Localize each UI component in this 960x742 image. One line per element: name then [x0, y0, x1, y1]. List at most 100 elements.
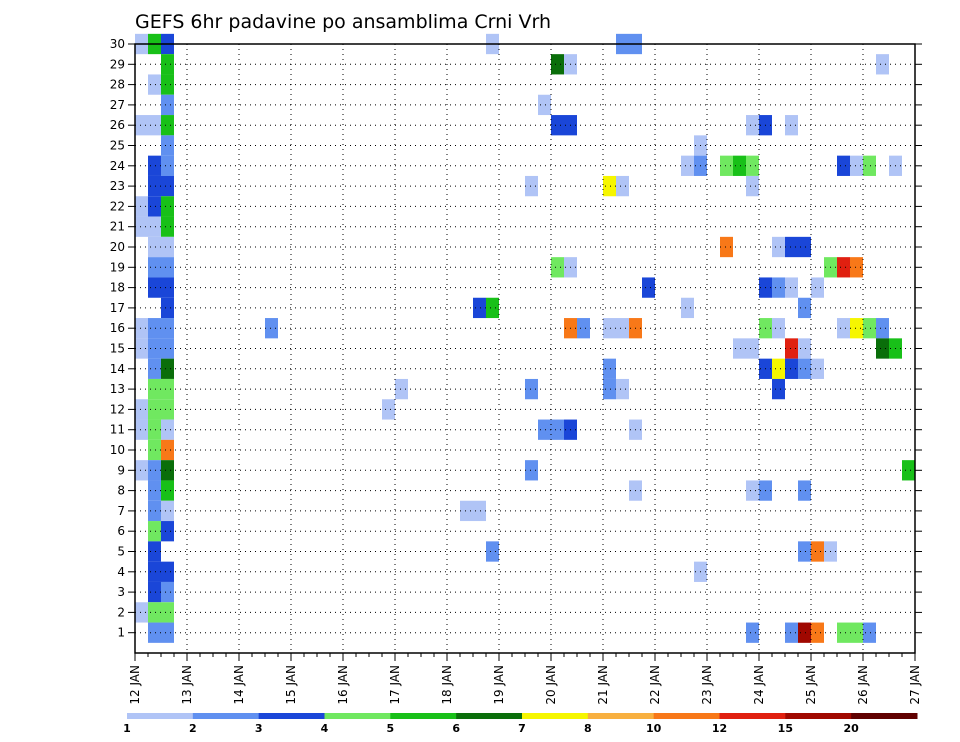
heatmap-cell: [148, 175, 161, 197]
heatmap-cell: [161, 74, 174, 95]
x-tick-label: 13 JAN: [180, 665, 194, 705]
y-tick-label: 4: [117, 565, 125, 579]
y-tick-label: 26: [110, 118, 125, 132]
grid-lines: [135, 44, 915, 653]
heatmap-cell: [733, 155, 746, 176]
heatmap-cell: [785, 115, 798, 136]
heatmap-cell: [850, 318, 863, 339]
heatmap-cell: [161, 460, 174, 481]
y-tick-label: 18: [110, 281, 125, 295]
heatmap-cell: [486, 297, 499, 319]
heatmap-cell: [148, 561, 161, 582]
heatmap-cell: [148, 318, 161, 339]
heatmap-cells: [135, 33, 915, 643]
heatmap-cell: [161, 581, 174, 603]
heatmap-cell: [746, 338, 759, 359]
x-tick-label: 20 JAN: [544, 665, 558, 705]
x-tick-label: 21 JAN: [596, 665, 610, 705]
heatmap-cell: [876, 54, 889, 75]
y-axis-ticks: 1234567891011121314151617181920212223242…: [110, 37, 922, 640]
heatmap-cell: [798, 236, 811, 258]
y-tick-label: 10: [110, 443, 125, 457]
heatmap-cell: [798, 622, 811, 643]
y-tick-label: 19: [110, 260, 125, 274]
colorbar-swatch: [522, 713, 589, 719]
heatmap-cell: [161, 500, 174, 522]
heatmap-cell: [551, 419, 564, 440]
y-tick-label: 17: [110, 301, 125, 315]
y-tick-label: 30: [110, 37, 125, 51]
heatmap-cell: [772, 277, 785, 298]
colorbar-label: 20: [844, 722, 860, 735]
colorbar-swatch: [192, 713, 260, 719]
colorbar-label: 4: [321, 722, 329, 735]
colorbar-label: 15: [778, 722, 793, 735]
x-tick-label: 25 JAN: [804, 665, 818, 705]
y-tick-label: 27: [110, 98, 125, 112]
y-tick-label: 12: [110, 402, 125, 416]
heatmap-cell: [772, 318, 785, 339]
colorbar-label: 12: [712, 722, 727, 735]
heatmap-cell: [135, 460, 148, 481]
heatmap-cell: [161, 216, 174, 237]
heatmap-cell: [746, 115, 759, 136]
x-tick-label: 17 JAN: [388, 665, 402, 705]
heatmap-cell: [148, 378, 161, 400]
heatmap-cell: [525, 460, 538, 481]
heatmap-cell: [525, 378, 538, 400]
colorbar-swatch: [851, 713, 918, 719]
heatmap-cell: [265, 318, 278, 339]
heatmap-cell: [603, 175, 616, 197]
heatmap-cell: [161, 94, 174, 116]
heatmap-cell: [148, 196, 161, 217]
heatmap-cell: [161, 236, 174, 258]
heatmap-cell: [616, 378, 629, 400]
heatmap-cell: [772, 236, 785, 258]
heatmap-cell: [148, 541, 161, 562]
y-tick-label: 14: [110, 362, 125, 376]
heatmap-cell: [616, 318, 629, 339]
heatmap-cell: [603, 358, 616, 379]
colorbar-label: 10: [646, 722, 662, 735]
heatmap-cell: [161, 602, 174, 623]
colorbar-swatch: [258, 713, 325, 719]
x-tick-label: 22 JAN: [648, 665, 662, 705]
heatmap-cell: [837, 318, 850, 339]
x-tick-label: 26 JAN: [856, 665, 870, 705]
heatmap-cell: [850, 155, 863, 176]
heatmap-cell: [785, 358, 798, 379]
x-tick-label: 18 JAN: [440, 665, 454, 705]
x-tick-label: 14 JAN: [232, 665, 246, 705]
heatmap-cell: [616, 175, 629, 197]
colorbar-swatch: [653, 713, 720, 719]
colorbar-label: 1: [123, 722, 131, 735]
heatmap-cell: [148, 115, 161, 136]
heatmap-cell: [720, 236, 733, 258]
heatmap-cell: [746, 480, 759, 501]
heatmap-cell: [603, 318, 616, 339]
y-tick-label: 3: [117, 585, 125, 599]
y-tick-label: 1: [117, 626, 125, 640]
x-tick-label: 19 JAN: [492, 665, 506, 705]
heatmap-cell: [161, 338, 174, 359]
heatmap-cell: [850, 622, 863, 643]
x-tick-label: 23 JAN: [700, 665, 714, 705]
heatmap-cell: [746, 622, 759, 643]
heatmap-cell: [148, 338, 161, 359]
heatmap-cell: [525, 175, 538, 197]
heatmap-cell: [161, 521, 174, 542]
heatmap-cell: [161, 115, 174, 136]
heatmap-cell: [135, 338, 148, 359]
heatmap-cell: [798, 338, 811, 359]
heatmap-cell: [161, 358, 174, 379]
heatmap-cell: [837, 622, 850, 643]
y-tick-label: 29: [110, 57, 125, 71]
heatmap-cell: [798, 358, 811, 379]
colorbar-swatch: [456, 713, 523, 719]
heatmap-cell: [551, 257, 564, 278]
y-tick-label: 20: [110, 240, 125, 254]
heatmap-cell: [863, 155, 876, 176]
heatmap-cell: [551, 115, 564, 136]
heatmap-cell: [876, 338, 889, 359]
colorbar-label: 3: [255, 722, 263, 735]
